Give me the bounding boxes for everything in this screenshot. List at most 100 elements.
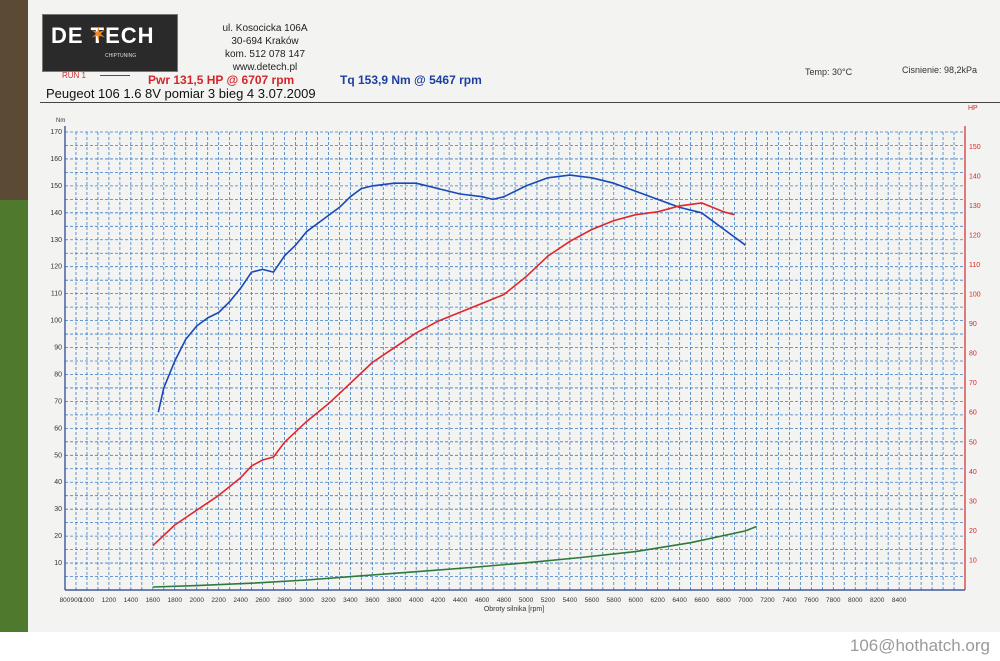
y-tick-label-left: 90 [54,345,62,352]
x-tick-label: 5000 [519,597,534,604]
y-tick-label-right: 140 [969,173,981,180]
y-tick-label-right: 80 [969,351,977,358]
car-info: Peugeot 106 1.6 8V pomiar 3 bieg 4 3.07.… [46,86,316,101]
x-tick-label: 4800 [497,597,512,604]
detech-logo: DE TECH ✶ CHIPTUNING [42,14,178,72]
x-tick-label: 3400 [343,597,358,604]
y-tick-label-left: 140 [50,210,62,217]
y-tick-label-left: 120 [50,264,62,271]
y-tick-label-left: 70 [54,398,62,405]
y-tick-label-left: 10 [54,560,62,567]
y-tick-label-right: 100 [969,292,981,299]
y-tick-label-right: 20 [969,528,977,535]
chart-grid [64,131,966,590]
run-label: RUN 1 [62,71,87,80]
address-line: www.detech.pl [232,62,298,73]
x-tick-label: 2800 [277,597,292,604]
x-tick-label: 4000 [409,597,424,604]
power-curve [152,202,735,547]
y-tick-label-right: 60 [969,410,977,417]
y-tick-label-left: 100 [50,318,62,325]
y-tick-label-right: 10 [969,557,977,564]
y-tick-label-left: 170 [50,129,62,136]
loss-curve [152,525,757,588]
y-tick-label-left: 60 [54,425,62,432]
y-tick-label-left: 160 [50,156,62,163]
pressure: Cisnienie: 98,2kPa [902,65,978,75]
y-tick-label-right: 30 [969,498,977,505]
x-tick-label: 8400 [892,597,907,604]
x-tick-label: 6000 [628,597,643,604]
power-peak: Pwr 131,5 HP @ 6707 rpm [148,73,295,87]
y-tick-label-left: 130 [50,237,62,244]
chart-series [152,174,757,588]
x-tick-label: 6600 [694,597,709,604]
run-legend-line [100,75,130,76]
y-tick-label-left: 30 [54,506,62,513]
logo-subtext: CHIPTUNING [105,53,137,59]
x-tick-label: 4200 [431,597,446,604]
x-tick-label: 3000 [299,597,314,604]
y-tick-label-right: 50 [969,439,977,446]
x-tick-label: 1400 [124,597,139,604]
y-axis-label-right: HP [968,105,978,112]
y-tick-label-left: 40 [54,479,62,486]
x-tick-label: 800 [60,597,71,604]
address-block: ul. Kosocicka 106A 30-694 Kraków kom. 51… [180,22,350,74]
x-tick-label: 1200 [102,597,117,604]
y-tick-label-right: 120 [969,232,981,239]
x-tick-label: 4400 [453,597,468,604]
y-tick-label-right: 70 [969,380,977,387]
address-line: 30-694 Kraków [231,36,299,47]
x-tick-label: 5800 [607,597,622,604]
x-tick-label: 7600 [804,597,819,604]
y-axis-label-left: Nm [56,118,65,124]
y-tick-label-right: 110 [969,262,980,269]
x-tick-label: 8000 [848,597,863,604]
x-tick-label: 6400 [672,597,687,604]
x-tick-label: 1000 [80,597,95,604]
x-tick-label: 7800 [826,597,841,604]
y-tick-label-left: 110 [51,291,62,298]
x-tick-label: 5200 [541,597,556,604]
x-tick-label: 2600 [255,597,270,604]
x-tick-label: 5600 [585,597,600,604]
x-tick-label: 1800 [168,597,183,604]
y-tick-label-right: 40 [969,469,977,476]
x-tick-label: 2200 [211,597,226,604]
y-tick-label-left: 20 [54,533,62,540]
x-tick-label: 4600 [475,597,490,604]
logo-star-icon: ✶ [90,24,107,46]
x-axis-label: Obroty silnika [rpm] [484,606,544,613]
y-tick-label-right: 90 [969,321,977,328]
y-tick-label-left: 150 [50,183,62,190]
header-rule [40,102,1000,103]
x-tick-label: 2000 [189,597,204,604]
x-tick-label: 3600 [365,597,380,604]
x-tick-label: 2400 [233,597,248,604]
x-tick-label: 6800 [716,597,731,604]
y-tick-label-right: 130 [969,203,981,210]
x-tick-label: 1600 [146,597,161,604]
x-tick-label: 7400 [782,597,797,604]
watermark: 106@hothatch.org [849,636,990,655]
x-tick-label: 900 [71,597,82,604]
x-tick-label: 5400 [563,597,578,604]
dyno-sheet [28,0,1000,632]
y-tick-label-left: 50 [54,452,62,459]
bottom-strip [0,632,1000,661]
x-tick-label: 8200 [870,597,885,604]
x-tick-label: 6200 [650,597,665,604]
x-tick-label: 7200 [760,597,775,604]
torque-peak: Tq 153,9 Nm @ 5467 rpm [340,73,482,87]
address-line: kom. 512 078 147 [224,49,306,60]
x-tick-label: 7000 [738,597,753,604]
address-line: ul. Kosocicka 106A [222,23,308,34]
y-tick-label-right: 150 [969,144,981,151]
x-tick-label: 3800 [387,597,402,604]
torque-curve [157,174,746,413]
x-tick-label: 3200 [321,597,336,604]
logo-text: DE TECH [51,23,155,48]
